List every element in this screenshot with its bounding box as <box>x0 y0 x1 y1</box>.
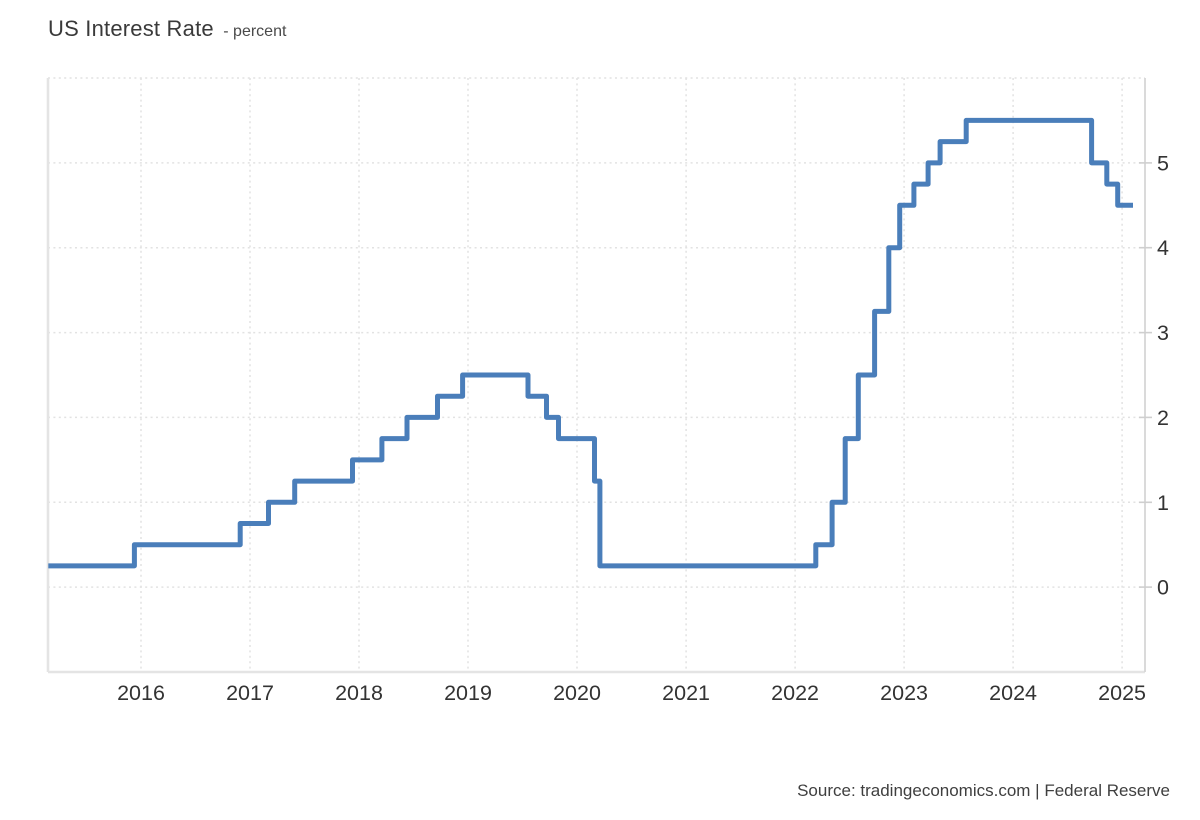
source-attribution: Source: tradingeconomics.com | Federal R… <box>797 781 1170 800</box>
y-tick-label: 4 <box>1157 236 1169 260</box>
y-tick-label: 3 <box>1157 321 1169 345</box>
x-tick-label: 2017 <box>226 681 274 705</box>
x-tick-label: 2016 <box>117 681 165 705</box>
x-tick-label: 2020 <box>553 681 601 705</box>
x-tick-label: 2019 <box>444 681 492 705</box>
x-tick-label: 2021 <box>662 681 710 705</box>
x-tick-label: 2023 <box>880 681 928 705</box>
y-tick-label: 0 <box>1157 576 1169 600</box>
x-tick-label: 2024 <box>989 681 1037 705</box>
x-tick-label: 2025 <box>1098 681 1146 705</box>
y-tick-label: 5 <box>1157 151 1169 175</box>
y-tick-label: 2 <box>1157 406 1169 430</box>
chart-title: US Interest Rate <box>48 16 214 41</box>
x-tick-label: 2022 <box>771 681 819 705</box>
chart-header: US Interest Rate - percent <box>48 16 286 42</box>
y-tick-label: 1 <box>1157 491 1169 515</box>
x-tick-label: 2018 <box>335 681 383 705</box>
chart-subtitle: - percent <box>223 23 287 40</box>
interest-rate-line <box>48 117 1133 569</box>
